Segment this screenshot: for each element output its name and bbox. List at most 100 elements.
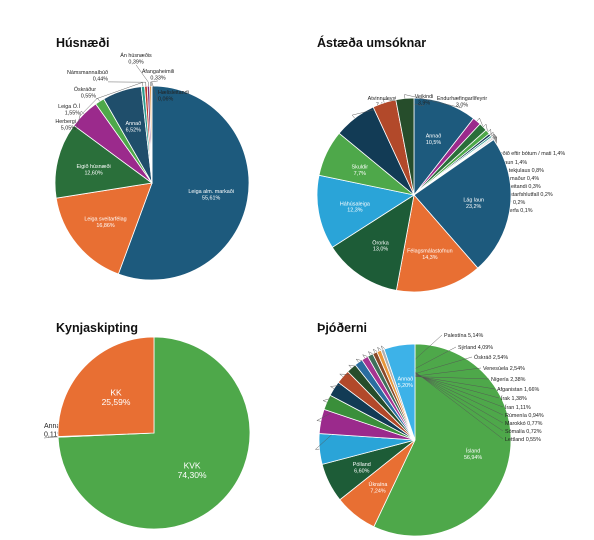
slice-label: Háhúsaleiga bbox=[340, 201, 370, 207]
slice-value: 3,9% bbox=[418, 100, 430, 106]
slice-label: Annað bbox=[426, 133, 442, 140]
chart-title: Ástæða umsóknar bbox=[317, 35, 426, 50]
pie-slice-ororka bbox=[331, 194, 415, 291]
slice-label: Palestína 5,14% bbox=[444, 333, 483, 339]
slice-label: Ísland bbox=[466, 447, 480, 454]
slice-label: Sýrland 4,09% bbox=[458, 345, 493, 351]
slice-label: Lettland 0,55% bbox=[505, 437, 541, 443]
slice-label: Hælisleitandi 0,3% bbox=[496, 184, 541, 190]
slice-label: Leiga Ö.Í bbox=[58, 103, 80, 110]
leader-line bbox=[151, 81, 159, 102]
slice-label: Maki tekjulaus 0,8% bbox=[496, 168, 544, 174]
leader-line bbox=[348, 364, 496, 390]
slice-label: Skuldir bbox=[352, 164, 369, 170]
leader-line bbox=[377, 346, 504, 432]
slice-label: Rúmenía 0,94% bbox=[505, 413, 544, 419]
slice-value: 12,60% bbox=[84, 171, 102, 177]
leader-line bbox=[367, 351, 504, 416]
slice-value: 0,11% bbox=[44, 432, 63, 439]
slice-label: Pólland bbox=[353, 462, 371, 468]
slice-label: Óskráður bbox=[74, 86, 96, 93]
pie-slice-lag-laun bbox=[413, 139, 512, 269]
slice-value: 74,30% bbox=[178, 470, 207, 480]
slice-value: 7,24% bbox=[370, 488, 385, 494]
leader-line bbox=[404, 94, 463, 109]
slice-label: Sómalía 0,72% bbox=[505, 429, 542, 435]
slice-label: Óskráð 2,54% bbox=[474, 354, 508, 361]
leader-line bbox=[355, 358, 500, 399]
slice-label: Herbergi bbox=[55, 119, 76, 125]
slice-value: 25,59% bbox=[102, 397, 131, 407]
slice-label: Beðið eftir bótum / mati 1,4% bbox=[496, 150, 565, 157]
slice-value: 55,61% bbox=[202, 195, 220, 201]
slice-label: Nígería 2,38% bbox=[491, 377, 526, 383]
slice-label: Úkraína bbox=[369, 481, 388, 488]
pie-slice-felagsmalastofnun bbox=[395, 194, 479, 293]
chart-title: Kynjaskipting bbox=[56, 321, 138, 335]
pie-slice-eigid-husnaedi bbox=[54, 124, 154, 199]
slice-label: KK bbox=[110, 387, 122, 397]
slice-label: Áfangaheimili bbox=[142, 68, 174, 75]
slice-label: Marokkó 0,77% bbox=[505, 421, 543, 427]
slice-label: Námsmannaíbúð bbox=[67, 69, 108, 76]
leader-line bbox=[329, 367, 482, 389]
slice-value: 0,55% bbox=[81, 93, 96, 99]
slice-label: Atvinnuleysi bbox=[368, 96, 397, 102]
slice-value: 6,60% bbox=[354, 468, 369, 474]
leader-line bbox=[150, 80, 159, 86]
slice-value: 7,7% bbox=[354, 171, 366, 177]
pie-slice-annad bbox=[383, 343, 416, 441]
slice-label: Hælisleitandi bbox=[158, 90, 189, 96]
leader-line bbox=[380, 345, 504, 440]
slice-label: Örorka bbox=[372, 239, 388, 246]
pie-slice-endurhaefingarlifeyrir bbox=[395, 97, 415, 196]
slice-value: 6,52% bbox=[126, 128, 141, 134]
slice-value: 10,5% bbox=[426, 140, 441, 146]
slice-value: 13,0% bbox=[373, 247, 388, 253]
leader-line bbox=[107, 81, 147, 87]
slice-value: 0,33% bbox=[150, 75, 165, 81]
leader-line bbox=[79, 97, 100, 117]
slice-label: Íran 1,11% bbox=[505, 404, 531, 411]
pie-slice-kk bbox=[57, 336, 155, 437]
slice-label: Félagsmálastofnun bbox=[407, 248, 453, 254]
slice-value: 0,39% bbox=[128, 59, 143, 65]
slice-label: Annað bbox=[398, 376, 414, 383]
leader-line bbox=[95, 82, 144, 100]
slice-label: Írak 1,38% bbox=[501, 395, 527, 402]
slice-label: Leiga alm. markaði bbox=[188, 188, 234, 195]
slice-value: 56,94% bbox=[464, 455, 482, 461]
slice-label: Venesúela 2,54% bbox=[483, 366, 525, 372]
slice-label: Leiga sveitarfélag bbox=[84, 217, 126, 223]
slice-label: Námsmaður 0,4% bbox=[496, 175, 539, 182]
slice-value: 23,2% bbox=[466, 204, 481, 210]
leader-line bbox=[372, 348, 504, 424]
leader-line bbox=[43, 436, 59, 439]
slice-label: KVK bbox=[184, 461, 201, 471]
leader-line bbox=[351, 107, 383, 119]
leader-line bbox=[135, 64, 149, 87]
slice-label: Lág laun bbox=[463, 198, 484, 204]
slice-label: Annað bbox=[126, 120, 142, 127]
slice-label: Eigið húsnæði bbox=[77, 163, 111, 170]
slice-value: 16,86% bbox=[96, 223, 114, 229]
slice-value: 5,05% bbox=[61, 125, 76, 131]
pie-slice-leiga-alm-markadi bbox=[117, 85, 250, 281]
slice-value: 1,55% bbox=[65, 110, 80, 116]
slice-label: Endurhæfingarlífeyrir bbox=[437, 96, 488, 102]
slice-label: Skert starfshlutfall 0,2% bbox=[496, 192, 553, 198]
pie-slice-hahusaleiga bbox=[316, 174, 416, 248]
chart-title: Húsnæði bbox=[56, 36, 109, 50]
leader-line bbox=[339, 373, 490, 380]
slice-label: Án húsnæðis bbox=[120, 52, 152, 59]
slice-value: 14,3% bbox=[422, 255, 437, 261]
slice-value: 12,3% bbox=[347, 208, 362, 214]
chart-title: Þjóðerni bbox=[317, 321, 367, 335]
slice-label: Afganistan 1,66% bbox=[497, 387, 539, 393]
slice-value: 3,0% bbox=[456, 102, 468, 108]
